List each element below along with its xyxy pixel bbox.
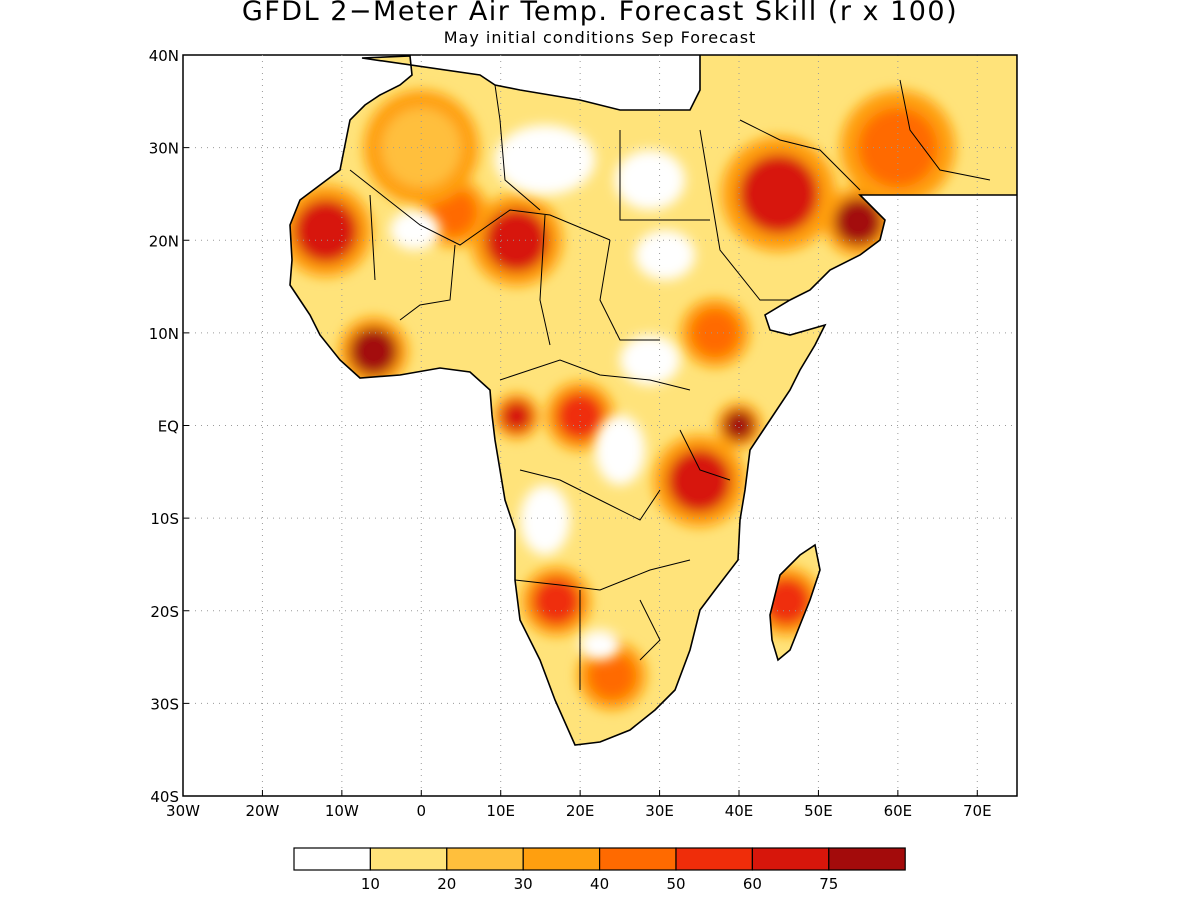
colorbar-label: 60 xyxy=(743,875,762,893)
x-tick-label: 0 xyxy=(417,802,427,820)
colorbar: 10 20 30 40 50 60 75 xyxy=(293,847,906,893)
x-tick-label: 70E xyxy=(963,802,992,820)
colorbar-label: 20 xyxy=(437,875,456,893)
x-tick-label: 30E xyxy=(645,802,674,820)
skill-region xyxy=(667,449,732,513)
low-skill-patches xyxy=(390,125,695,660)
x-tick-label: 20E xyxy=(566,802,595,820)
y-tick-label: 10S xyxy=(150,510,179,528)
colorbar-label: 50 xyxy=(666,875,685,893)
colorbar-label: 40 xyxy=(590,875,609,893)
skill-region xyxy=(556,392,604,441)
colorbar-segment xyxy=(446,847,524,871)
x-tick-label: 50E xyxy=(804,802,833,820)
map-subtitle: May initial conditions Sep Forecast xyxy=(443,28,757,47)
colorbar-segment xyxy=(522,847,601,871)
skill-region xyxy=(691,309,740,357)
x-tick-label: 10E xyxy=(486,802,515,820)
colorbar-segment xyxy=(828,847,906,871)
skill-region xyxy=(532,577,581,626)
x-tick-label: 40E xyxy=(725,802,754,820)
colorbar-label: 10 xyxy=(361,875,380,893)
x-tick-label: 60E xyxy=(884,802,913,820)
y-tick-label: 20S xyxy=(150,603,179,621)
skill-region xyxy=(381,107,461,188)
map-title: GFDL 2−Meter Air Temp. Forecast Skill (r… xyxy=(241,0,959,27)
colorbar-segment xyxy=(751,847,830,871)
colorbar-segment xyxy=(293,847,372,871)
colorbar-segment xyxy=(675,847,754,871)
madagascar-outline xyxy=(769,543,821,662)
coastlines xyxy=(289,55,1017,746)
y-tick-label: 30N xyxy=(149,140,179,158)
y-tick-label: EQ xyxy=(158,418,179,436)
x-tick-label: 20W xyxy=(245,802,279,820)
colorbar-segment xyxy=(598,847,677,871)
x-tick-label: 30W xyxy=(166,802,200,820)
skill-region xyxy=(723,409,755,442)
axes: 30W 20W 10W 0 10E 20E 30E 40E 50E 60E 70E 40N 30N 20N… xyxy=(149,47,992,820)
colorbar-label: 30 xyxy=(514,875,533,893)
skill-region xyxy=(588,651,636,700)
y-tick-label: 40S xyxy=(150,788,179,806)
skill-region xyxy=(739,154,819,234)
gridlines xyxy=(183,55,1017,796)
colorbar-label: 75 xyxy=(819,875,838,893)
y-tick-label: 40N xyxy=(149,47,179,65)
skill-region xyxy=(500,400,533,433)
y-tick-label: 30S xyxy=(150,695,179,713)
y-tick-label: 10N xyxy=(149,325,179,343)
colorbar-segment xyxy=(369,847,448,871)
y-tick-label: 20N xyxy=(149,232,179,250)
skill-region xyxy=(294,199,358,263)
skill-region xyxy=(349,327,398,376)
x-tick-label: 10W xyxy=(325,802,359,820)
country-borders xyxy=(349,79,991,690)
skill-region xyxy=(834,197,882,246)
skill-region xyxy=(484,208,549,273)
